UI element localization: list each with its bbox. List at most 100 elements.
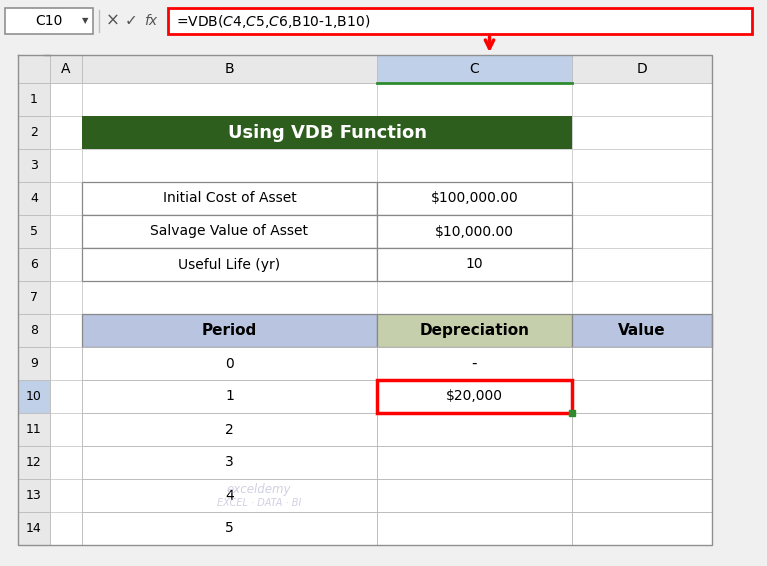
Bar (82, 83, 377, 116)
Bar (18, 55, 50, 83)
Text: Initial Cost of Asset: Initial Cost of Asset (163, 191, 296, 205)
Bar (18, 347, 50, 380)
Bar (82, 512, 377, 545)
Bar (377, 479, 572, 512)
Bar (572, 479, 712, 512)
Bar (572, 116, 712, 149)
Text: 1: 1 (30, 93, 38, 106)
Bar (82, 182, 377, 215)
Bar (82, 413, 377, 446)
Text: Salvage Value of Asset: Salvage Value of Asset (150, 225, 308, 238)
Text: A: A (61, 62, 71, 76)
Bar (18, 116, 50, 149)
Bar (377, 314, 572, 347)
Bar (18, 281, 50, 314)
Bar (572, 380, 712, 413)
Text: 9: 9 (30, 357, 38, 370)
Bar (82, 512, 377, 545)
Text: 2: 2 (225, 422, 234, 436)
Bar (50, 55, 82, 83)
Bar (572, 347, 712, 380)
Bar (18, 182, 50, 215)
Bar (82, 281, 377, 314)
Bar (572, 215, 712, 248)
Text: Useful Life (yr): Useful Life (yr) (179, 258, 281, 272)
Bar (50, 512, 82, 545)
Text: ✓: ✓ (124, 14, 137, 28)
Bar (82, 215, 377, 248)
Bar (377, 55, 572, 83)
Bar (18, 83, 50, 116)
Bar (82, 182, 377, 215)
Bar (18, 314, 50, 347)
Text: 5: 5 (225, 521, 234, 535)
Text: 13: 13 (26, 489, 42, 502)
Text: Depreciation: Depreciation (420, 323, 529, 338)
Bar (82, 446, 377, 479)
Bar (572, 413, 712, 446)
Text: 10: 10 (466, 258, 483, 272)
Bar (377, 446, 572, 479)
Bar (82, 314, 377, 347)
Text: $10,000.00: $10,000.00 (435, 225, 514, 238)
Bar (82, 413, 377, 446)
Bar (377, 380, 572, 413)
Bar (82, 446, 377, 479)
Bar (82, 149, 377, 182)
Bar (377, 248, 572, 281)
Bar (572, 380, 712, 413)
Bar (377, 479, 572, 512)
Bar (572, 446, 712, 479)
Bar (572, 281, 712, 314)
Bar (82, 380, 377, 413)
Bar (18, 215, 50, 248)
Bar (50, 446, 82, 479)
Bar (168, 8, 752, 34)
Text: 0: 0 (225, 357, 234, 371)
Bar (572, 479, 712, 512)
Text: Value: Value (618, 323, 666, 338)
Bar (82, 479, 377, 512)
Text: C: C (469, 62, 479, 76)
Text: Period: Period (202, 323, 257, 338)
Bar (572, 182, 712, 215)
Text: ▼: ▼ (82, 16, 88, 25)
Text: -: - (472, 356, 477, 371)
Bar (572, 347, 712, 380)
Bar (18, 479, 50, 512)
Bar (82, 116, 377, 149)
Text: Using VDB Function: Using VDB Function (228, 123, 426, 142)
Bar (18, 55, 712, 83)
Bar (18, 512, 50, 545)
Bar (377, 314, 572, 347)
Bar (377, 380, 572, 413)
Bar (377, 380, 572, 413)
Bar (82, 248, 377, 281)
Bar (377, 446, 572, 479)
Bar (82, 314, 377, 347)
Bar (377, 512, 572, 545)
Bar (50, 149, 82, 182)
Bar (82, 116, 572, 149)
Bar (572, 314, 712, 347)
Bar (82, 215, 377, 248)
Text: ×: × (106, 12, 120, 30)
Text: $100,000.00: $100,000.00 (430, 191, 518, 205)
Text: =VDB($C$4,$C$5,$C$6,B10-1,B10): =VDB($C$4,$C$5,$C$6,B10-1,B10) (176, 12, 370, 29)
Bar (5, 8, 93, 34)
Bar (572, 55, 712, 83)
Text: 4: 4 (225, 488, 234, 503)
Text: 11: 11 (26, 423, 42, 436)
Text: 10: 10 (26, 390, 42, 403)
Bar (82, 479, 377, 512)
Text: 14: 14 (26, 522, 42, 535)
Text: C10: C10 (35, 14, 63, 28)
Text: 1: 1 (225, 389, 234, 404)
Text: 3: 3 (225, 456, 234, 470)
Bar (572, 512, 712, 545)
Bar (572, 248, 712, 281)
Bar (572, 314, 712, 347)
Bar (377, 215, 572, 248)
Bar (50, 314, 82, 347)
Text: fx: fx (144, 14, 157, 28)
